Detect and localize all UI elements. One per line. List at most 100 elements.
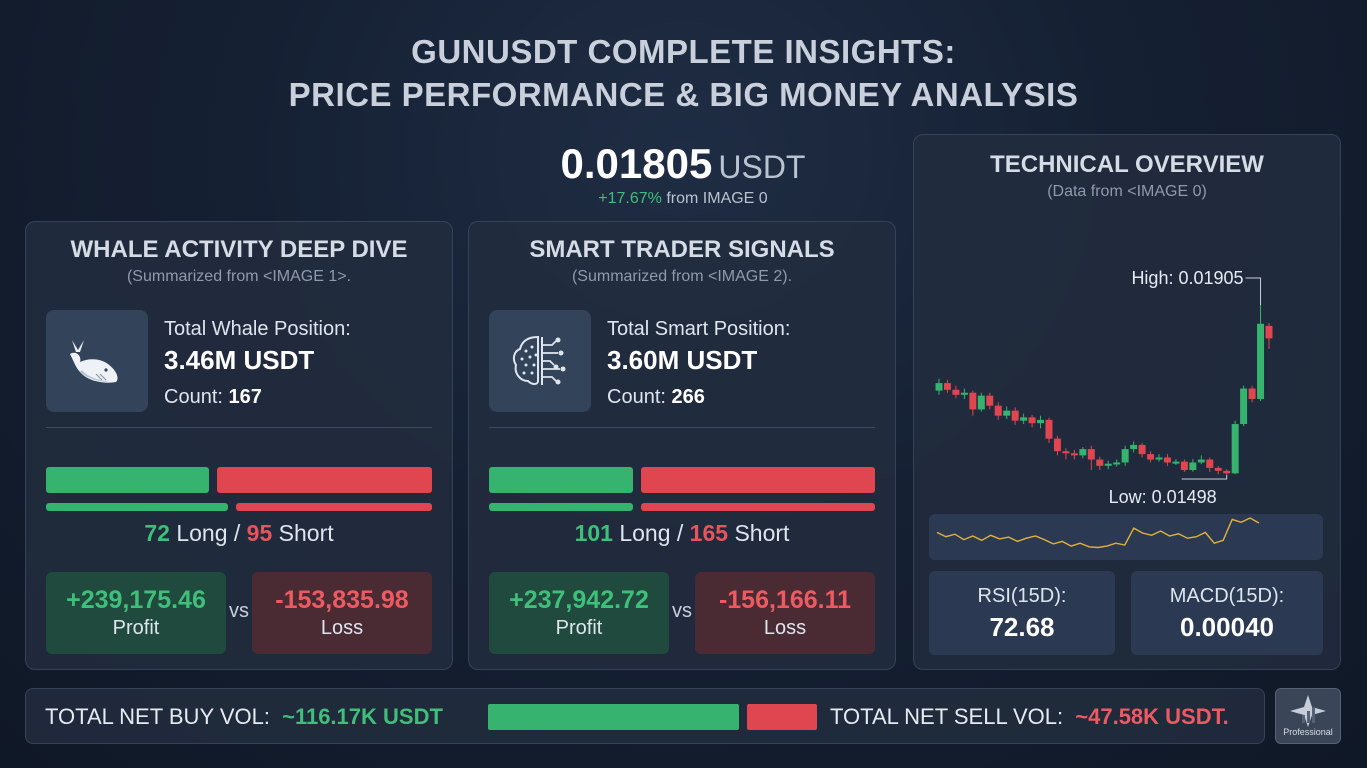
candle-body — [1020, 417, 1028, 421]
smart-short-thin-bar — [640, 503, 875, 511]
candle-body — [1163, 457, 1171, 463]
smart-loss-box: -156,166.11 Loss — [695, 572, 875, 654]
whale-short-label: Short — [278, 520, 334, 546]
title-line-1: GUNUSDT COMPLETE INSIGHTS: — [411, 33, 956, 70]
candle-body — [1231, 424, 1239, 474]
whale-long-thin-bar — [46, 503, 228, 511]
whale-long-bar — [46, 467, 209, 493]
whale-long-count: 72 — [144, 520, 170, 546]
candle-body — [1045, 419, 1053, 439]
candle-body — [986, 395, 994, 406]
whale-count: Count: 167 — [164, 386, 351, 409]
candle-body — [1172, 461, 1180, 464]
smart-profit-label: Profit — [555, 617, 603, 639]
candle-body — [1248, 388, 1256, 399]
rsi-label: RSI(15D): — [977, 585, 1067, 607]
title-line-2: PRICE PERFORMANCE & BIG MONEY ANALYSIS — [288, 76, 1079, 113]
smart-panel-subtitle: (Summarized from <IMAGE 2). — [571, 268, 793, 285]
whale-long-short-thin-bar — [46, 503, 432, 511]
candle-body — [1028, 417, 1036, 424]
high-label: High: 0.01905 — [1131, 268, 1243, 288]
technical-panel: TECHNICAL OVERVIEW (Data from <IMAGE 0) … — [913, 134, 1341, 670]
price-change: +17.67% from IMAGE 0 — [470, 190, 896, 208]
smart-panel: SMART TRADER SIGNALS (Summarized from <I… — [468, 221, 896, 670]
low-marker-line — [1181, 475, 1228, 480]
high-marker-line — [1245, 277, 1262, 305]
smart-long-thin-bar — [489, 503, 633, 511]
whale-short-thin-bar — [235, 503, 432, 511]
price-summary: 0.01805 USDT +17.67% from IMAGE 0 — [470, 140, 896, 208]
smart-long-label: Long — [619, 520, 671, 546]
candle-body — [1257, 323, 1265, 399]
smart-profit-box: +237,942.72 Profit — [489, 572, 669, 654]
whale-position-value: 3.46M USDT — [164, 345, 315, 375]
net-sell: TOTAL NET SELL VOL: ~47.58K USDT. — [830, 704, 1229, 730]
smart-short-bar — [640, 467, 875, 493]
smart-count-value: 266 — [671, 386, 705, 408]
macd-label: MACD(15D): — [1169, 585, 1285, 607]
candle-body — [1147, 454, 1155, 460]
whale-position-label: Total Whale Position: — [164, 318, 351, 340]
whale-loss-box: -153,835.98 Loss — [252, 572, 432, 654]
whale-long-short-bar — [46, 467, 432, 493]
indicator-line — [936, 517, 1260, 549]
candle-body — [1240, 388, 1248, 425]
net-buy-volume-bar — [488, 704, 739, 730]
rsi-value: 72.68 — [989, 612, 1055, 642]
smart-long-count: 101 — [574, 520, 613, 546]
whale-icon — [46, 310, 148, 412]
smart-position-label: Total Smart Position: — [607, 318, 791, 340]
smart-short-label: Short — [734, 520, 790, 546]
macd-value: 0.00040 — [1180, 612, 1274, 642]
candle-body — [1104, 463, 1112, 466]
whale-vs: vs — [229, 600, 249, 622]
candle-body — [1087, 449, 1095, 460]
whale-short-count: 95 — [246, 520, 273, 546]
smart-long-short-text: 101 Long / 165 Short — [574, 520, 790, 546]
whale-panel-subtitle: (Summarized from <IMAGE 1>. — [126, 268, 352, 285]
whale-count-value: 167 — [228, 386, 262, 408]
net-sell-label: TOTAL NET SELL VOL: — [830, 704, 1064, 729]
candle-body — [1155, 457, 1163, 460]
smart-long-short-thin-bar — [489, 503, 875, 511]
candle-body — [1070, 453, 1078, 456]
low-label: Low: 0.01498 — [1109, 487, 1217, 507]
whale-panel: WHALE ACTIVITY DEEP DIVE (Summarized fro… — [25, 221, 453, 670]
indicator-box — [929, 514, 1323, 560]
smart-panel-title: SMART TRADER SIGNALS — [529, 236, 835, 263]
smart-stats: Total Smart Position: 3.60M USDT Count: … — [607, 318, 790, 409]
net-sell-value: ~47.58K USDT. — [1075, 704, 1229, 729]
candle-body — [1037, 419, 1045, 424]
net-volume-bar: TOTAL NET BUY VOL: ~116.17K USDT TOTAL N… — [25, 688, 1265, 744]
whale-stats: Total Whale Position: 3.46M USDT Count: … — [164, 318, 351, 409]
whale-count-label: Count: — [164, 386, 223, 408]
candle-body — [1180, 461, 1188, 470]
smart-loss-label: Loss — [763, 617, 807, 639]
candlestick-chart: High: 0.01905 Low: 0.01498 — [935, 268, 1273, 507]
professional-badge: Professional — [1275, 688, 1341, 744]
smart-short-count: 165 — [689, 520, 729, 546]
candle-body — [1138, 444, 1146, 455]
current-price: 0.01805 — [560, 140, 713, 187]
candle-body — [1265, 325, 1273, 339]
whale-profit-value: +239,175.46 — [66, 586, 206, 614]
net-buy: TOTAL NET BUY VOL: ~116.17K USDT — [45, 704, 443, 730]
candle-body — [1197, 459, 1205, 463]
price-change-percent: +17.67% — [598, 190, 662, 207]
candle-body — [1003, 410, 1011, 416]
candle-body — [1214, 467, 1222, 471]
whale-long-label: Long — [176, 520, 228, 546]
smart-long-short-bar — [489, 467, 875, 493]
candle-body — [1011, 410, 1019, 421]
candle-body — [952, 389, 960, 395]
technical-title: TECHNICAL OVERVIEW — [990, 151, 1264, 178]
smart-vs: vs — [672, 600, 692, 622]
whale-short-bar — [216, 467, 432, 493]
candle-body — [1096, 459, 1104, 466]
candle-body — [935, 383, 943, 391]
technical-subtitle: (Data from <IMAGE 0) — [1047, 183, 1207, 200]
professional-badge-label: Professional — [1283, 727, 1333, 737]
candle-body — [1113, 462, 1121, 465]
candle-body — [994, 405, 1002, 416]
smart-count-label: Count: — [607, 386, 666, 408]
